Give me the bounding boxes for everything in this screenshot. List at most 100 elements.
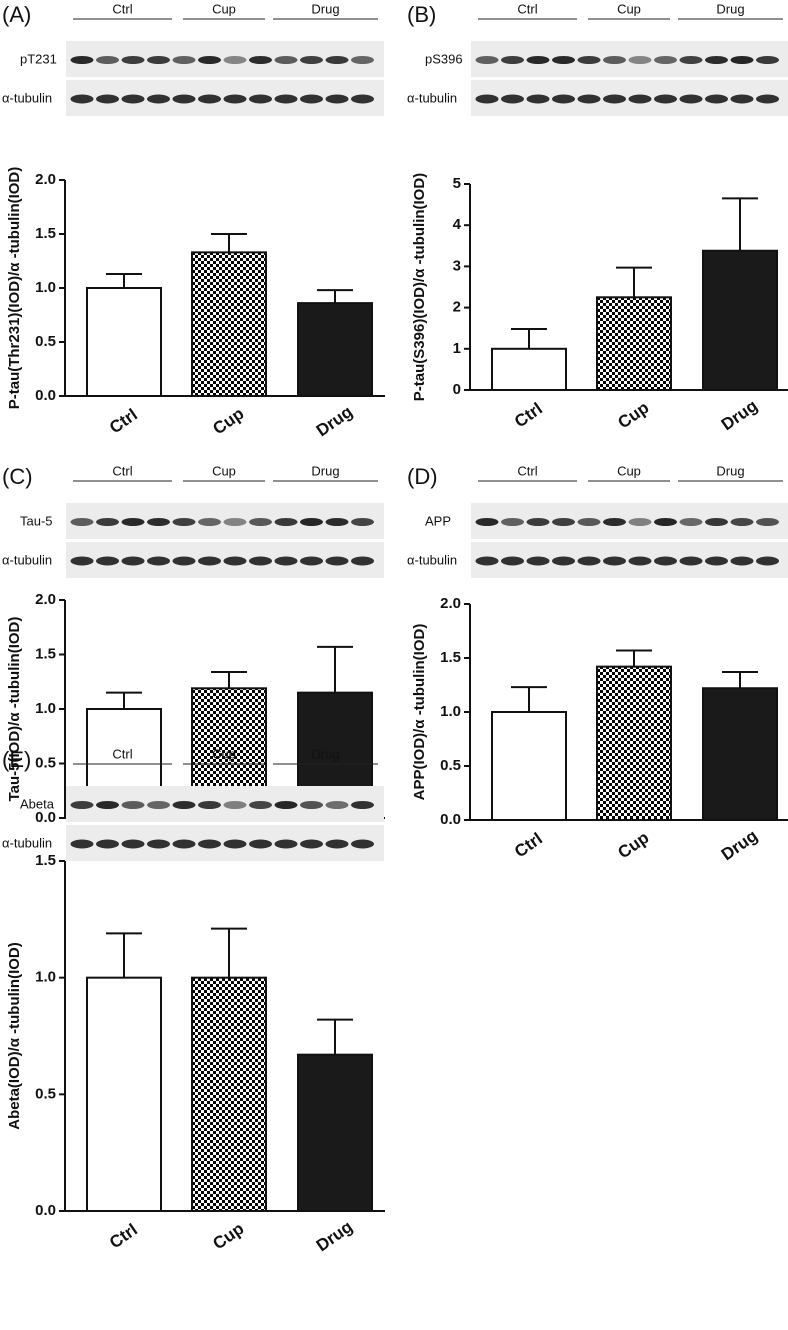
blot-band xyxy=(198,556,221,566)
y-tick-label: 0.0 xyxy=(35,387,56,404)
bar xyxy=(491,711,567,821)
blot-band xyxy=(501,556,524,566)
blot-band xyxy=(475,556,499,566)
blot-band xyxy=(325,94,349,104)
blot-band xyxy=(300,801,323,809)
bar xyxy=(297,302,373,397)
y-axis-label: P-tau(Thr231)(IOD)/α -tubulin(IOD) xyxy=(6,167,23,410)
group-label: Drug xyxy=(311,463,339,478)
bar xyxy=(86,976,162,1213)
blot-band xyxy=(705,56,728,64)
y-tick-label: 1.0 xyxy=(35,969,56,986)
blot-band xyxy=(603,518,626,526)
y-tick-label: 1.0 xyxy=(440,703,461,720)
blot-band xyxy=(351,56,374,64)
blot-band xyxy=(705,518,728,526)
blot-band xyxy=(351,518,374,526)
group-label: Ctrl xyxy=(112,463,132,478)
blot-band xyxy=(351,556,374,566)
blot-band xyxy=(628,556,652,566)
blot-band xyxy=(577,56,601,64)
blot-band xyxy=(475,56,499,64)
group-label: Cup xyxy=(212,746,236,761)
blot-band xyxy=(198,839,221,849)
blot-band xyxy=(274,56,298,64)
x-tick-label: Drug xyxy=(313,1217,356,1255)
blot-label: APP xyxy=(425,513,451,528)
blot-band xyxy=(147,556,170,566)
blot-band xyxy=(274,518,298,526)
blot-band xyxy=(628,518,652,526)
y-tick-label: 0.5 xyxy=(440,757,461,774)
blot-band xyxy=(325,801,349,809)
blot-band xyxy=(121,56,145,64)
y-tick-label: 1.5 xyxy=(35,225,56,242)
blot-band xyxy=(654,518,677,526)
blot-band xyxy=(121,94,145,104)
y-tick-label: 1.5 xyxy=(440,649,461,666)
blot-band xyxy=(526,56,550,64)
x-tick-label: Drug xyxy=(718,826,761,864)
blot-band xyxy=(198,94,221,104)
blot-band xyxy=(730,94,754,104)
y-axis-label: Tau-5(IOD)/α -tubulin(IOD) xyxy=(6,617,23,802)
y-tick-label: 2.0 xyxy=(440,595,461,612)
x-tick-label: Cup xyxy=(614,398,652,433)
blot-band xyxy=(96,518,119,526)
x-tick-label: Ctrl xyxy=(106,1220,141,1252)
blot-band xyxy=(552,56,575,64)
blot-band xyxy=(70,556,94,566)
blot-band xyxy=(501,518,524,526)
y-tick-label: 0.0 xyxy=(35,809,56,826)
y-tick-label: 2.0 xyxy=(35,171,56,188)
group-label: Cup xyxy=(212,463,236,478)
blot-band xyxy=(96,94,119,104)
blot-band xyxy=(96,556,119,566)
blot-label: α-tubulin xyxy=(2,552,52,567)
blot-band xyxy=(223,839,247,849)
blot-band xyxy=(198,518,221,526)
blot-band xyxy=(679,556,703,566)
y-tick-label: 1.0 xyxy=(35,279,56,296)
blot-band xyxy=(249,839,272,849)
blot-band xyxy=(300,518,323,526)
blot-band xyxy=(70,518,94,526)
blot-band xyxy=(70,56,94,64)
blot-label: Tau-5 xyxy=(20,513,53,528)
blot-band xyxy=(351,94,374,104)
panel-label: (E) xyxy=(2,747,31,772)
blot-band xyxy=(198,56,221,64)
blot-band xyxy=(654,94,677,104)
blot-band xyxy=(172,94,196,104)
group-label: Ctrl xyxy=(112,1,132,16)
blot-label: pT231 xyxy=(20,51,57,66)
blot-band xyxy=(501,94,524,104)
blot-label: α-tubulin xyxy=(407,90,457,105)
blot-band xyxy=(147,801,170,809)
blot-band xyxy=(147,94,170,104)
group-label: Ctrl xyxy=(517,463,537,478)
blot-band xyxy=(249,556,272,566)
y-tick-label: 1.5 xyxy=(35,852,56,869)
x-tick-label: Cup xyxy=(209,1219,247,1254)
panel-label: (D) xyxy=(407,464,438,489)
y-tick-label: 0.0 xyxy=(35,1202,56,1219)
blot-band xyxy=(325,839,349,849)
blot-band xyxy=(223,518,247,526)
blot-band xyxy=(147,56,170,64)
blot-band xyxy=(756,518,779,526)
blot-band xyxy=(654,56,677,64)
blot-band xyxy=(70,94,94,104)
blot-band xyxy=(552,94,575,104)
blot-band xyxy=(705,556,728,566)
blot-band xyxy=(274,801,298,809)
bar xyxy=(491,347,567,391)
x-tick-label: Ctrl xyxy=(511,829,546,861)
bar xyxy=(191,976,267,1213)
blot-label: α-tubulin xyxy=(407,552,457,567)
blot-band xyxy=(223,56,247,64)
group-label: Cup xyxy=(617,463,641,478)
x-tick-label: Cup xyxy=(209,404,247,439)
x-tick-label: Ctrl xyxy=(511,399,546,431)
blot-band xyxy=(501,56,524,64)
